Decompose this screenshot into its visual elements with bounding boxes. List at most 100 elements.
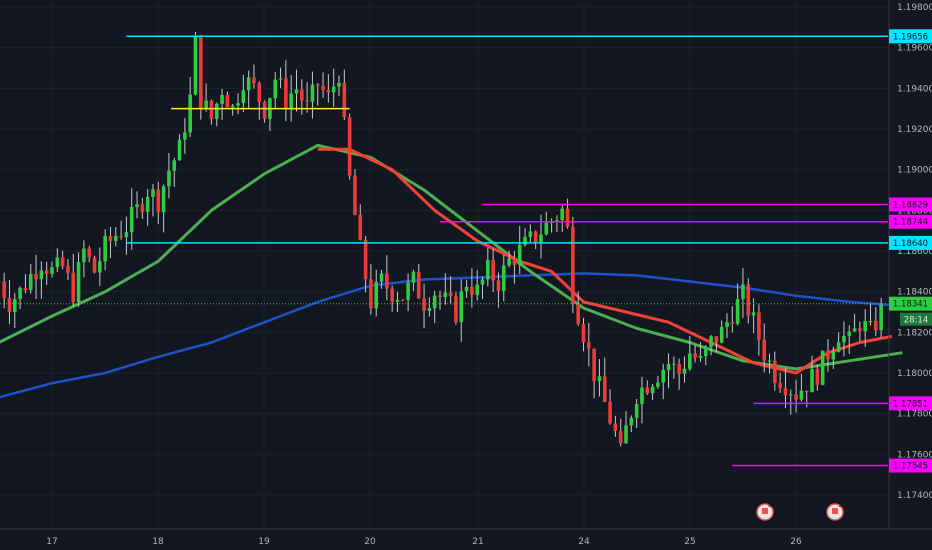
candle-body: [464, 286, 469, 292]
candle-body: [751, 312, 756, 316]
candle-body: [459, 291, 464, 323]
candle-body: [571, 226, 575, 304]
candle-body: [82, 248, 86, 262]
candle-body: [587, 342, 591, 349]
candle-body: [533, 231, 538, 243]
candle-body: [539, 234, 543, 243]
candle-body: [113, 235, 118, 241]
candle-body: [677, 363, 681, 374]
candle-body: [661, 370, 666, 383]
candle-body: [400, 299, 405, 301]
candle-body: [156, 189, 161, 213]
candle-body: [645, 387, 650, 394]
candle-body: [868, 320, 873, 322]
event-flag-label: 5 14: [838, 501, 854, 509]
candle-body: [363, 239, 368, 280]
current-price-tag: [889, 296, 932, 311]
candle-body: [140, 204, 145, 212]
candle-body: [443, 292, 448, 297]
candle-body: [44, 270, 49, 274]
candle-body: [71, 272, 76, 302]
candle-body: [666, 363, 671, 371]
candle-body: [23, 287, 28, 291]
candle-body: [799, 390, 804, 400]
candle-body: [486, 260, 490, 280]
candle-body: [820, 350, 825, 385]
level-tag: [889, 458, 932, 473]
candle-body: [209, 100, 214, 119]
candle-body: [783, 388, 788, 396]
candle-body: [252, 77, 256, 84]
event-flag-badge: [762, 508, 768, 514]
level-tag: [889, 396, 932, 411]
candle-body: [411, 271, 416, 283]
candle-body: [804, 390, 809, 393]
y-tick-label: 1.17400: [897, 491, 932, 501]
time-axis[interactable]: 17 18 19 20 21 24 25 26: [46, 537, 802, 547]
candle-body: [347, 117, 352, 176]
candle-body: [672, 363, 676, 365]
candle-body: [326, 90, 331, 93]
candle-body: [278, 78, 283, 80]
candle-body: [50, 267, 54, 274]
candle-body: [342, 83, 347, 118]
y-tick-label: 1.18400: [897, 288, 932, 298]
candle-body: [337, 83, 341, 87]
level-tag: [889, 197, 932, 212]
candle-body: [427, 308, 432, 311]
candle-body: [650, 386, 655, 394]
candle-body: [39, 270, 44, 280]
candle-body: [28, 273, 33, 291]
candle-body: [124, 232, 129, 238]
candle-body: [103, 235, 107, 262]
level-tag: [889, 29, 932, 44]
candle-body: [698, 356, 703, 358]
price-levels: [0, 35, 888, 467]
candle-body: [214, 103, 219, 119]
candle-body: [618, 430, 623, 444]
candle-body: [523, 237, 527, 245]
candle-body: [390, 288, 394, 302]
level-tag-label: 1.17545: [893, 462, 928, 472]
price-tags: 1.19656 1.18829 1.18744 1.18640 1.17851 1.175…: [889, 29, 932, 473]
candle-body: [385, 273, 389, 289]
candle-body: [55, 257, 60, 268]
x-tick-label: 18: [152, 537, 164, 547]
y-tick-label: 1.19600: [897, 44, 932, 54]
candle-body: [815, 369, 820, 385]
level-tag-label: 1.19656: [893, 32, 928, 42]
event-markers[interactable]: 8 5 14: [756, 501, 854, 521]
candle-body: [87, 248, 92, 258]
current-price-label: 1.18341: [893, 300, 928, 310]
candle-body: [422, 298, 426, 311]
candle-body: [730, 322, 735, 324]
candle-body: [225, 94, 230, 108]
candle-body: [602, 376, 607, 402]
candle-body: [703, 347, 708, 357]
candle-body: [719, 326, 724, 343]
candle-body: [613, 423, 618, 431]
candle-body: [454, 296, 458, 323]
candle-body: [204, 100, 208, 109]
y-tick-label: 1.17600: [897, 450, 932, 460]
candle-body: [12, 298, 17, 313]
y-tick-label: 1.17800: [897, 410, 932, 420]
candle-body: [2, 281, 6, 298]
x-tick-label: 25: [684, 537, 695, 547]
candle-body: [682, 368, 687, 374]
candle-body: [858, 328, 862, 332]
candle-body: [528, 231, 533, 238]
candle-body: [188, 94, 192, 133]
candle-body: [241, 90, 246, 103]
candle-body: [177, 139, 182, 161]
x-tick-label: 19: [258, 537, 270, 547]
candle-body: [76, 261, 81, 302]
candle-body: [416, 271, 421, 299]
candle-body: [656, 382, 660, 387]
candle-body: [491, 260, 495, 281]
level-tag-label: 1.18744: [893, 218, 928, 228]
candle-body: [273, 79, 278, 99]
countdown-tag: [900, 312, 932, 326]
candle-body: [555, 220, 559, 222]
